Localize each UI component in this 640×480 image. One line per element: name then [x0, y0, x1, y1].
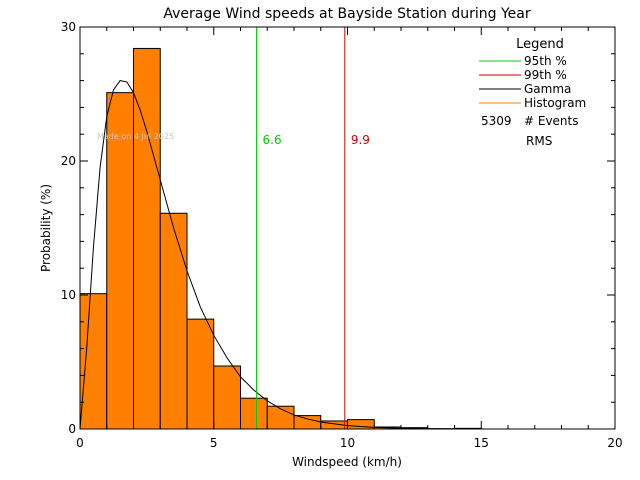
y-tick-label-1: 10: [61, 288, 76, 302]
percentile-lines: 6.6 9.9: [256, 27, 370, 429]
y-tick-label-0: 0: [68, 422, 76, 436]
histogram-bar-5: [213, 365, 241, 430]
x-tick-label-0: 0: [76, 436, 84, 450]
chart-title: Average Wind speeds at Bayside Station d…: [163, 6, 530, 22]
histogram-bar-3: [159, 212, 188, 430]
percentile-label-0: 6.6: [263, 133, 282, 147]
histogram-bar-4: [186, 318, 215, 430]
events-count: 5309: [481, 114, 512, 128]
y-axis-label: Probability (%): [39, 184, 53, 272]
histogram-bar-7: [266, 405, 295, 430]
histogram-bar-2: [133, 47, 161, 430]
gamma-curve: [79, 80, 455, 430]
x-tick-label-1: 5: [210, 436, 218, 450]
legend-label-2: Gamma: [524, 82, 571, 96]
histogram-bar-1: [106, 92, 134, 430]
histogram-bar-8: [293, 415, 322, 430]
legend-label-0: 95th %: [524, 54, 567, 68]
x-tick-label-4: 20: [607, 436, 622, 450]
histogram-bars: [79, 47, 482, 430]
legend-label-1: 99th %: [524, 68, 567, 82]
y-tick-label-2: 20: [61, 154, 76, 168]
x-axis-label: Windspeed (km/h): [292, 455, 402, 469]
histogram-bar-6: [240, 397, 268, 430]
rms-label: RMS: [526, 134, 552, 148]
events-label: # Events: [524, 114, 579, 128]
x-tick-label-2: 10: [340, 436, 355, 450]
watermark: Made on 4 Jul 2025: [97, 132, 174, 141]
legend-label-3: Histogram: [524, 96, 586, 110]
y-tick-label-3: 30: [61, 20, 76, 34]
x-tick-label-3: 15: [474, 436, 489, 450]
axes: 0 5 10 15 20 0 10 20 30: [61, 20, 623, 450]
legend-title: Legend: [516, 37, 564, 52]
percentile-label-1: 9.9: [351, 133, 370, 147]
histogram-bar-0: [79, 293, 108, 430]
